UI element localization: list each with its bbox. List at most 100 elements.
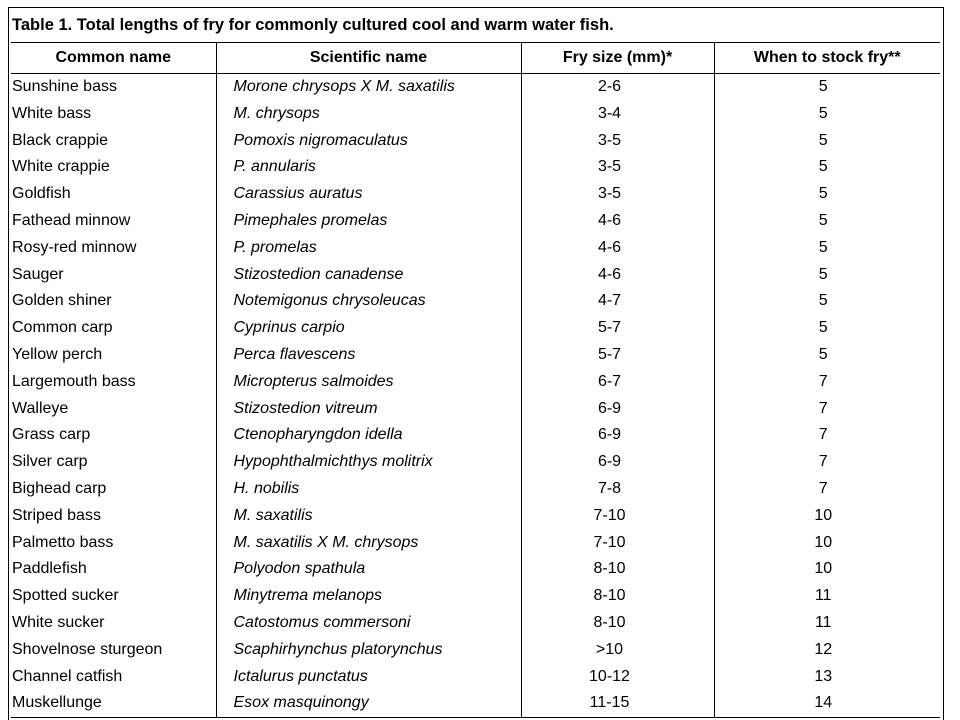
common-name-cell: Bighead carp xyxy=(12,479,107,497)
table-row: Fathead minnow Pimephales promelas 4-6 5 xyxy=(11,207,940,235)
fry-size-cell: 3-5 xyxy=(520,127,714,155)
table-frame: Table 1. Total lengths of fry for common… xyxy=(8,7,944,720)
fry-size-cell: 4-6 xyxy=(520,261,714,289)
stock-size-cell: 5 xyxy=(713,127,940,155)
scientific-name-cell: P. annularis xyxy=(215,154,521,182)
scientific-name-cell: Esox masquinongy xyxy=(215,690,521,719)
table-row: Common carp Cyprinus carpio 5-7 5 xyxy=(11,315,940,342)
stock-size-cell: 5 xyxy=(713,207,940,235)
stock-size-cell: 12 xyxy=(713,636,940,664)
fry-size-cell: 5-7 xyxy=(520,341,714,369)
stock-size-cell: 7 xyxy=(713,422,940,450)
table-row: Golden shiner Notemigonus chrysoleucas 4-7… xyxy=(11,288,940,316)
common-name-cell: Largemouth bass xyxy=(12,372,136,390)
common-name-cell: Rosy-red minnow xyxy=(12,238,137,256)
stock-size-cell: 7 xyxy=(713,395,940,423)
table-row: Sauger Stizostedion canadense 4-6 5 xyxy=(11,261,940,289)
fry-size-cell: 7-8 xyxy=(520,475,714,503)
scientific-name-cell: Hypophthalmichthys molitrix xyxy=(215,449,521,476)
fry-size-cell: 4-7 xyxy=(520,288,714,316)
table-row: White crappie P. annularis 3-5 5 xyxy=(11,154,940,182)
scientific-name-cell: Polyodon spathula xyxy=(215,556,521,584)
common-name-cell: Palmetto bass xyxy=(12,533,114,551)
scientific-name-cell: Stizostedion canadense xyxy=(215,261,521,289)
scientific-name-cell: H. nobilis xyxy=(215,475,521,503)
fry-size-cell: 4-6 xyxy=(520,207,714,235)
scientific-name-cell: P. promelas xyxy=(215,234,521,262)
scientific-name-cell: Catostomus commersoni xyxy=(215,609,521,637)
fry-size-cell: 6-7 xyxy=(520,368,714,396)
table-row: Spotted sucker Minytrema melanops 8-10 11 xyxy=(11,583,940,610)
stock-size-cell: 5 xyxy=(713,181,940,208)
table-row: Striped bass M. saxatilis 7-10 10 xyxy=(11,502,940,530)
stock-size-cell: 13 xyxy=(713,663,940,691)
fry-size-cell: 6-9 xyxy=(520,395,714,423)
stock-size-cell: 5 xyxy=(713,154,940,182)
header-when-to-stock: When to stock fry** xyxy=(713,42,940,74)
table-row: White sucker Catostomus commersoni 8-10 11 xyxy=(11,609,940,637)
scientific-name-cell: Ctenopharyngdon idella xyxy=(215,422,521,450)
common-name-cell: Yellow perch xyxy=(12,345,103,363)
common-name-cell: Common carp xyxy=(12,319,113,337)
fry-size-cell: 6-9 xyxy=(520,422,714,450)
common-name-cell: Sunshine bass xyxy=(12,78,117,95)
fry-size-cell: 3-5 xyxy=(520,154,714,182)
table-row: Walleye Stizostedion vitreum 6-9 7 xyxy=(11,395,940,423)
scientific-name-cell: Carassius auratus xyxy=(215,181,521,208)
table-row: Yellow perch Perca flavescens 5-7 5 xyxy=(11,341,940,369)
stock-size-cell: 10 xyxy=(713,502,940,530)
common-name-cell: White bass xyxy=(12,104,92,122)
table-row: Sunshine bass Morone chrysops X M. saxati… xyxy=(11,73,940,101)
stock-size-cell: 7 xyxy=(713,368,940,396)
common-name-cell: Fathead minnow xyxy=(12,211,131,229)
scientific-name-cell: M. chrysops xyxy=(215,100,521,128)
fry-size-cell: 10-12 xyxy=(520,663,714,691)
common-name-cell: White crappie xyxy=(12,158,110,176)
fry-size-cell: 8-10 xyxy=(520,609,714,637)
stock-size-cell: 5 xyxy=(713,261,940,289)
scientific-name-cell: Pomoxis nigromaculatus xyxy=(215,127,521,155)
stock-size-cell: 5 xyxy=(713,315,940,342)
table-row: Silver carp Hypophthalmichthys molitrix 6-… xyxy=(11,449,940,476)
fry-size-cell: 3-4 xyxy=(520,100,714,128)
stock-size-cell: 10 xyxy=(713,529,940,557)
table-row: Largemouth bass Micropterus salmoides 6-7 7 xyxy=(11,368,940,396)
common-name-cell: Black crappie xyxy=(12,131,109,149)
stock-size-cell: 5 xyxy=(713,100,940,128)
common-name-cell: Paddlefish xyxy=(12,560,87,578)
header-row: Common name Scientific name Fry size (mm… xyxy=(11,42,940,74)
fry-size-cell: 8-10 xyxy=(520,556,714,584)
common-name-cell: Channel catfish xyxy=(12,667,123,685)
scientific-name-cell: Cyprinus carpio xyxy=(215,315,521,342)
table-row: Goldfish Carassius auratus 3-5 5 xyxy=(11,181,940,208)
common-name-cell: Sauger xyxy=(12,265,64,283)
table-caption: Table 1. Total lengths of fry for common… xyxy=(12,16,614,34)
scientific-name-cell: Scaphirhynchus platorynchus xyxy=(215,636,521,664)
stock-size-cell: 11 xyxy=(713,583,940,610)
scientific-name-cell: Ictalurus punctatus xyxy=(215,663,521,691)
stock-size-cell: 5 xyxy=(713,73,940,101)
fry-size-cell: 6-9 xyxy=(520,449,714,476)
table-row: Paddlefish Polyodon spathula 8-10 10 xyxy=(11,556,940,584)
stock-size-cell: 14 xyxy=(713,690,940,719)
common-name-cell: Shovelnose sturgeon xyxy=(12,640,163,658)
stock-size-cell: 5 xyxy=(713,341,940,369)
fry-size-cell: 7-10 xyxy=(520,502,714,530)
common-name-cell: Golden shiner xyxy=(12,292,112,310)
scientific-name-cell: Perca flavescens xyxy=(215,341,521,369)
header-common-name: Common name xyxy=(11,42,216,74)
fry-size-cell: 7-10 xyxy=(520,529,714,557)
fry-size-cell: 2-6 xyxy=(520,73,714,101)
table-row: Palmetto bass M. saxatilis X M. chrysops 7… xyxy=(11,529,940,557)
scientific-name-cell: Pimephales promelas xyxy=(215,207,521,235)
common-name-cell: White sucker xyxy=(12,613,105,631)
header-scientific-name: Scientific name xyxy=(215,42,521,74)
scientific-name-cell: M. saxatilis xyxy=(215,502,521,530)
common-name-cell: Spotted sucker xyxy=(12,587,119,605)
table-row: White bass M. chrysops 3-4 5 xyxy=(11,100,940,128)
scientific-name-cell: Stizostedion vitreum xyxy=(215,395,521,423)
stock-size-cell: 7 xyxy=(713,475,940,503)
fry-size-cell: 5-7 xyxy=(520,315,714,342)
table-row: Bighead carp H. nobilis 7-8 7 xyxy=(11,475,940,503)
table-row: Channel catfish Ictalurus punctatus 10-12 1… xyxy=(11,663,940,691)
